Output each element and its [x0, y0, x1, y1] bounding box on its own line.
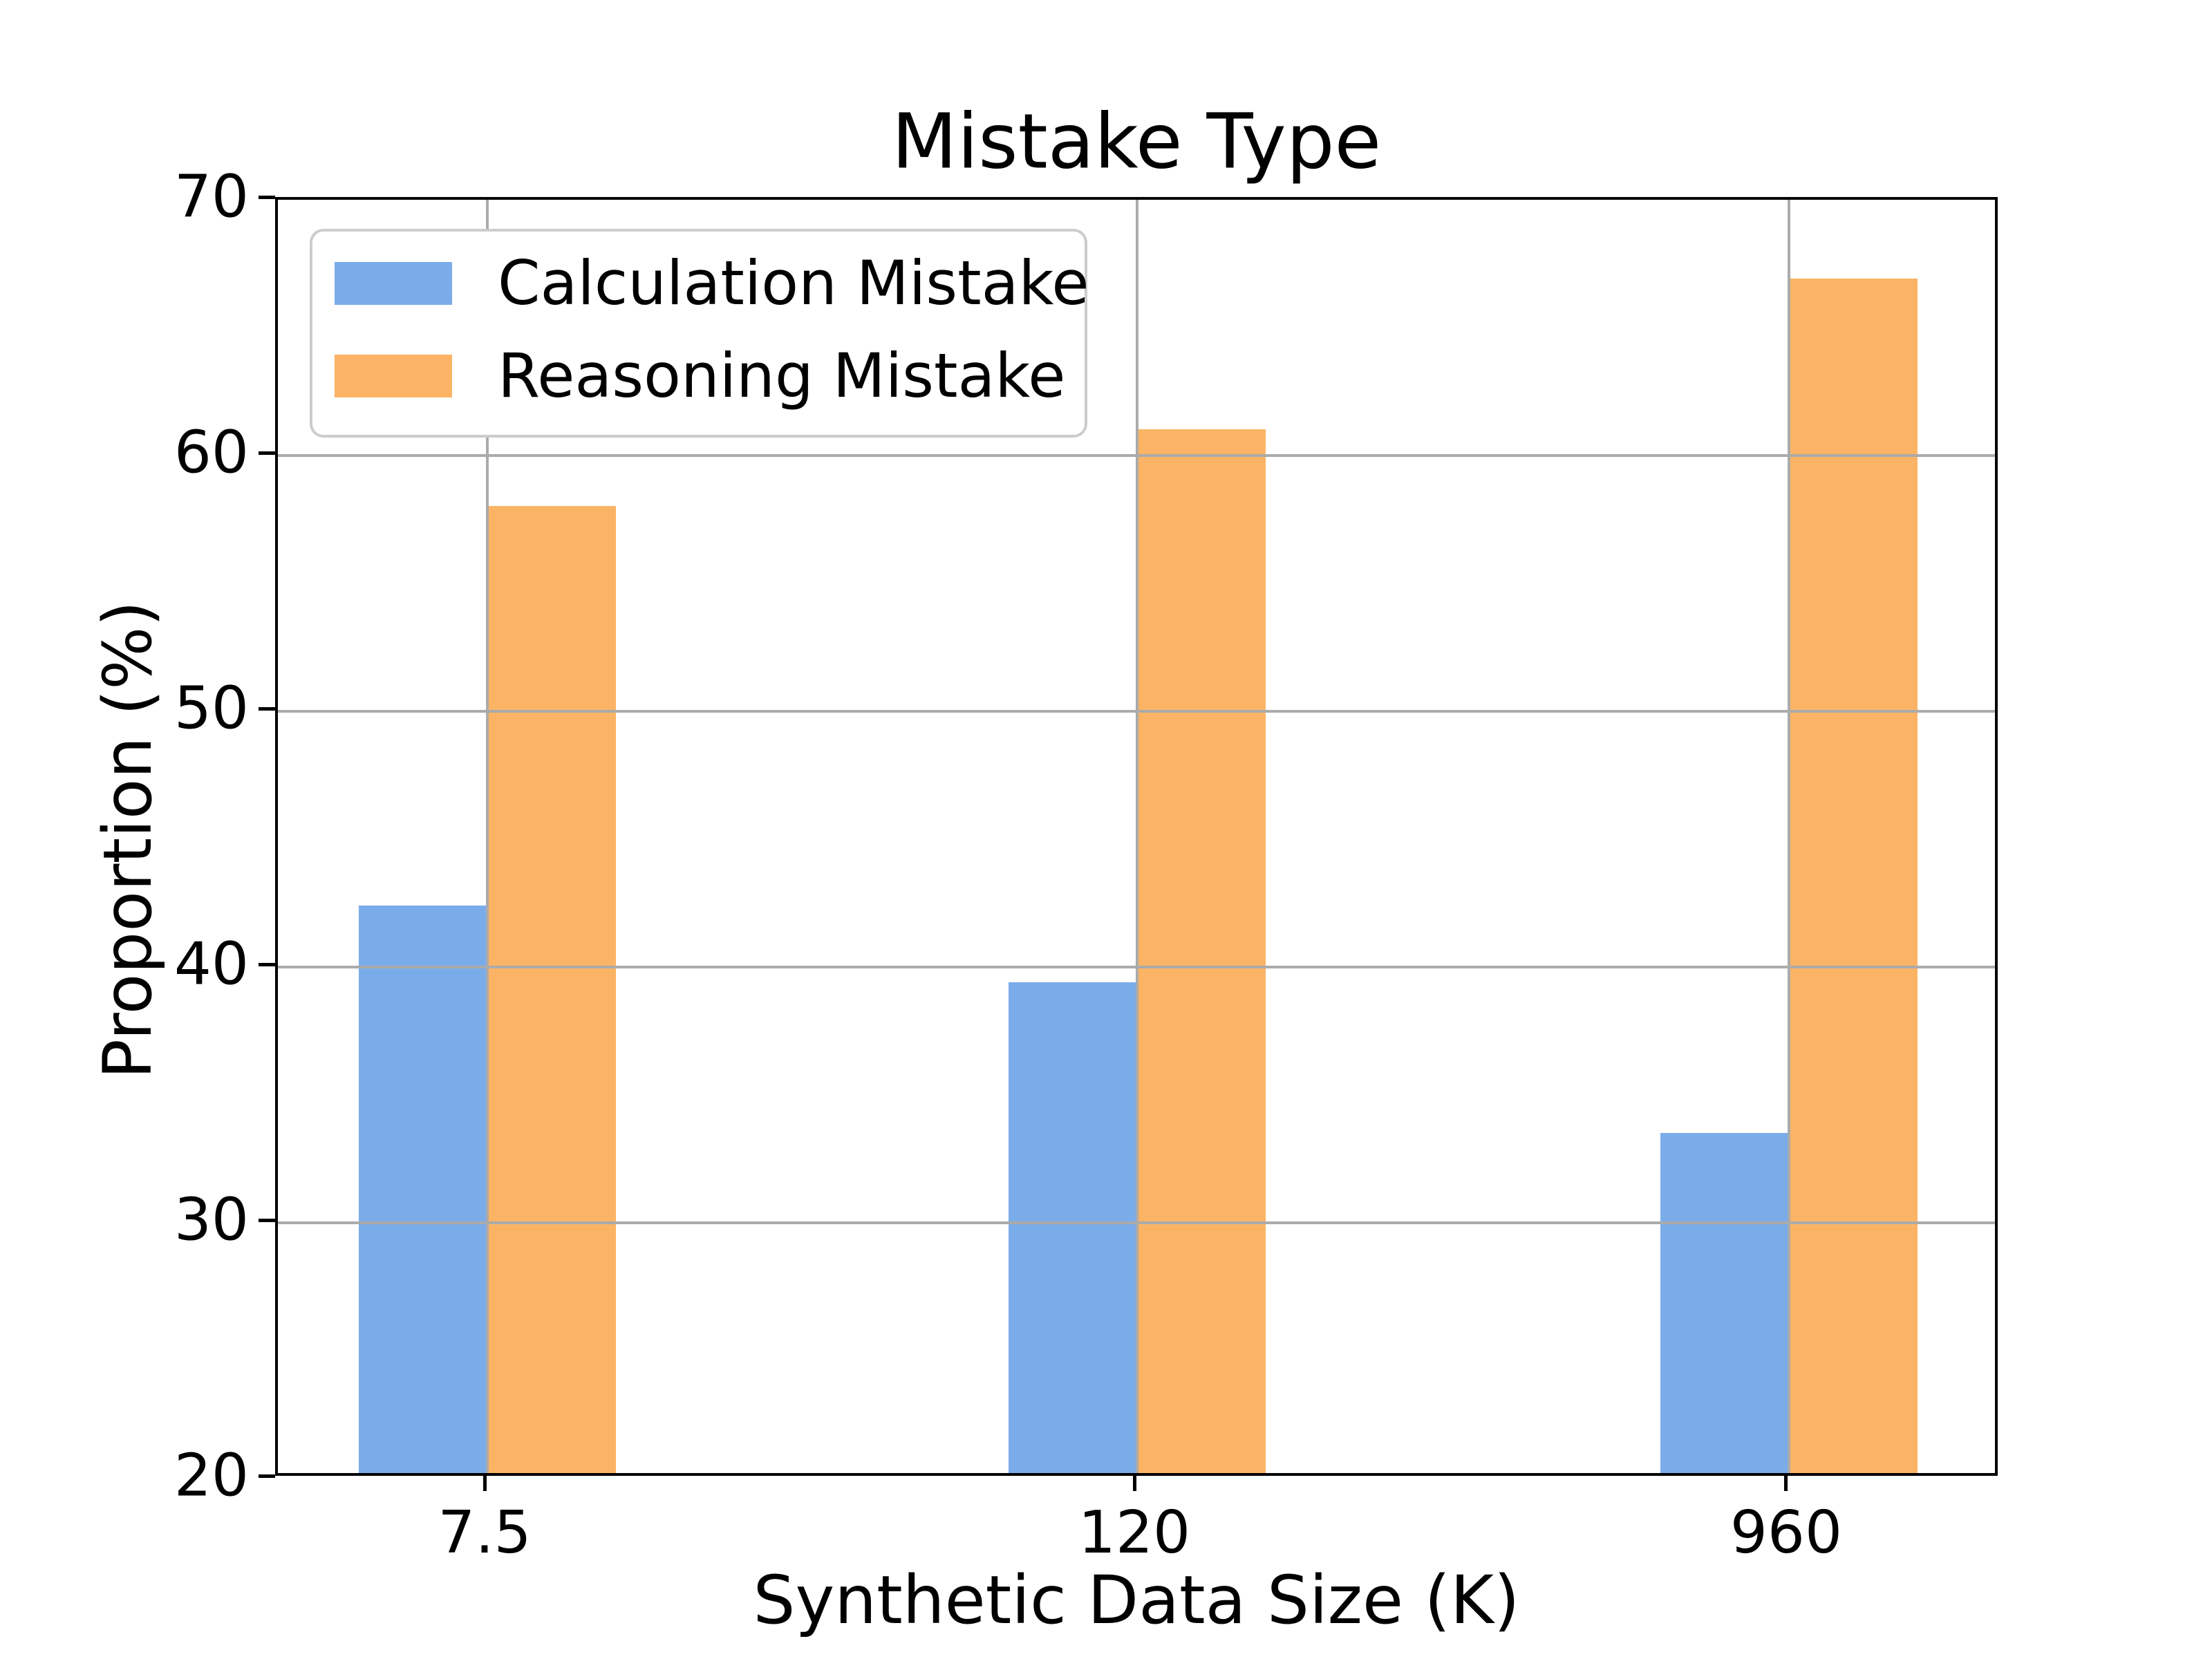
plot-area: Calculation Mistake Reasoning Mistake	[275, 197, 1998, 1476]
y-tick-label-70: 70	[174, 162, 249, 232]
bar-reasoning-mistake-7.5	[487, 506, 617, 1473]
y-axis-label: Proportion (%)	[89, 601, 167, 1079]
y-tick-mark-30	[259, 1218, 275, 1222]
y-tick-label-50: 50	[174, 674, 249, 743]
legend-item-calculation-mistake: Calculation Mistake	[335, 237, 1089, 330]
legend: Calculation Mistake Reasoning Mistake	[310, 229, 1089, 438]
bar-reasoning-mistake-120	[1137, 429, 1266, 1473]
y-tick-mark-40	[259, 962, 275, 966]
bar-calculation-mistake-120	[1008, 982, 1137, 1473]
y-tick-mark-60	[259, 451, 275, 455]
bar-reasoning-mistake-960	[1788, 279, 1918, 1473]
y-tick-label-30: 30	[174, 1185, 249, 1255]
y-tick-mark-50	[259, 706, 275, 711]
legend-swatch-blue	[335, 262, 452, 305]
y-tick-label-20: 20	[174, 1441, 249, 1510]
x-tick-label-960: 960	[1730, 1499, 1843, 1567]
legend-label: Calculation Mistake	[498, 247, 1089, 319]
y-tick-mark-70	[259, 195, 275, 199]
x-tick-label-7.5: 7.5	[438, 1499, 532, 1567]
legend-swatch-orange	[335, 355, 452, 397]
gridline-x-120	[1136, 200, 1138, 1473]
bar-calculation-mistake-7.5	[358, 905, 487, 1473]
y-tick-mark-20	[259, 1474, 275, 1478]
x-tick-mark-960	[1784, 1476, 1788, 1491]
x-axis-label: Synthetic Data Size (K)	[753, 1562, 1520, 1639]
x-tick-mark-7.5	[482, 1476, 487, 1491]
gridline-x-7.5	[486, 200, 489, 1473]
legend-item-reasoning-mistake: Reasoning Mistake	[335, 330, 1085, 422]
gridline-x-960	[1787, 200, 1790, 1473]
chart-title: Mistake Type	[891, 97, 1382, 186]
x-tick-mark-120	[1132, 1476, 1136, 1491]
y-tick-label-60: 60	[174, 418, 249, 487]
legend-label: Reasoning Mistake	[498, 340, 1066, 411]
y-tick-label-40: 40	[174, 930, 249, 999]
bar-calculation-mistake-960	[1660, 1132, 1789, 1473]
x-tick-label-120: 120	[1078, 1499, 1191, 1567]
